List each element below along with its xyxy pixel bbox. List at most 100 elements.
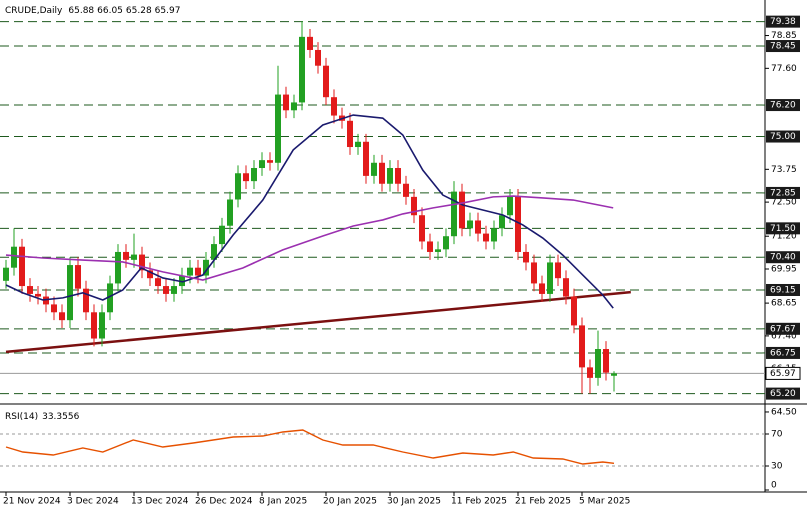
candle-body	[419, 215, 425, 242]
header: CRUDE,Daily 65.88 66.05 65.28 65.97	[5, 6, 180, 16]
high-value: 66.05	[97, 6, 123, 16]
candle-body	[611, 373, 617, 376]
candle-body	[403, 183, 409, 197]
level-label-bg	[766, 322, 800, 335]
y-tick-label: 68.65	[771, 299, 797, 309]
candle-body	[371, 162, 377, 176]
candle-body	[507, 196, 513, 216]
x-tick-label: 11 Feb 2025	[451, 497, 507, 507]
candle-body	[411, 196, 417, 216]
candle-body	[379, 162, 385, 184]
y-tick-label: 73.75	[771, 165, 797, 175]
level-label: 79.38	[770, 17, 796, 27]
level-label: 72.85	[770, 188, 796, 198]
x-tick-label: 21 Nov 2024	[3, 497, 61, 507]
candle-body	[363, 141, 369, 176]
level-label: 70.40	[770, 253, 796, 263]
candle-body	[171, 286, 177, 294]
candle-body	[187, 267, 193, 276]
candle-body	[267, 160, 273, 163]
candle-body	[395, 168, 401, 184]
candle-body	[299, 36, 305, 103]
level-label-bg	[766, 99, 800, 112]
rsi-title: RSI(14)	[5, 412, 38, 422]
candle-body	[67, 265, 73, 321]
x-tick-label: 5 Mar 2025	[579, 497, 630, 507]
candle-body	[499, 215, 505, 229]
candle-body	[539, 283, 545, 294]
rsi-tick-label: 70	[771, 430, 783, 440]
x-tick-label: 3 Dec 2024	[67, 497, 119, 507]
candle-body	[475, 220, 481, 234]
candle-body	[11, 246, 17, 268]
candle-body	[107, 283, 113, 313]
candle-body	[595, 349, 601, 378]
moving-average	[5, 195, 614, 281]
rsi-header: RSI(14) 33.3556	[5, 412, 80, 422]
candle-body	[139, 254, 145, 271]
candle-body	[467, 220, 473, 229]
level-label-bg	[766, 130, 800, 143]
candle-body	[387, 168, 393, 184]
level-label: 71.50	[770, 224, 796, 234]
candle-body	[563, 278, 569, 297]
level-label: 69.15	[770, 285, 796, 295]
candle-body	[123, 251, 129, 260]
current-price-bg	[765, 366, 801, 380]
level-label-bg	[766, 387, 800, 400]
level-label-bg	[766, 283, 800, 296]
candle-body	[315, 49, 321, 66]
candle-body	[459, 191, 465, 229]
level-label-bg	[766, 346, 800, 359]
y-tick-label: 78.85	[771, 31, 797, 41]
candle-body	[35, 293, 41, 297]
candle-body	[547, 262, 553, 294]
level-label: 76.20	[770, 101, 796, 111]
level-label: 66.75	[770, 348, 796, 358]
candle-body	[515, 196, 521, 252]
trendline	[5, 290, 631, 354]
level-label: 78.45	[770, 42, 796, 52]
candle-body	[211, 244, 217, 260]
candle-body	[443, 236, 449, 250]
candle-body	[131, 254, 137, 260]
candle-body	[59, 312, 65, 321]
candle-body	[427, 241, 433, 252]
candle-body	[587, 367, 593, 378]
candle-body	[531, 262, 537, 284]
moving-average	[5, 114, 614, 309]
candle-body	[323, 65, 329, 98]
candle-body	[51, 304, 57, 313]
close-value: 65.97	[155, 6, 181, 16]
candle-body	[483, 233, 489, 242]
low-value: 65.28	[126, 6, 152, 16]
candle-body	[491, 228, 497, 242]
candle-body	[259, 160, 265, 169]
candle-body	[603, 349, 609, 373]
x-tick-label: 13 Dec 2024	[131, 497, 189, 507]
rsi-line	[5, 429, 615, 465]
candle-body	[571, 296, 577, 326]
rsi-value: 33.3556	[42, 412, 79, 422]
level-label-bg	[766, 186, 800, 199]
level-label: 67.67	[770, 324, 796, 334]
candle-body	[555, 262, 561, 279]
candle-body	[83, 288, 89, 313]
candle-body	[43, 296, 49, 305]
candle-body	[307, 36, 313, 50]
candle-body	[579, 325, 585, 368]
candle-body	[219, 225, 225, 245]
candle-body	[283, 94, 289, 111]
level-label-bg	[766, 222, 800, 235]
level-label-bg	[766, 15, 800, 28]
symbol: CRUDE,Daily	[5, 6, 63, 16]
y-tick-label: 77.60	[771, 64, 797, 74]
level-label: 75.00	[770, 132, 796, 142]
open-value: 65.88	[68, 6, 94, 16]
candle-body	[227, 199, 233, 226]
y-tick-label: 71.20	[771, 232, 797, 242]
candle-body	[203, 259, 209, 276]
